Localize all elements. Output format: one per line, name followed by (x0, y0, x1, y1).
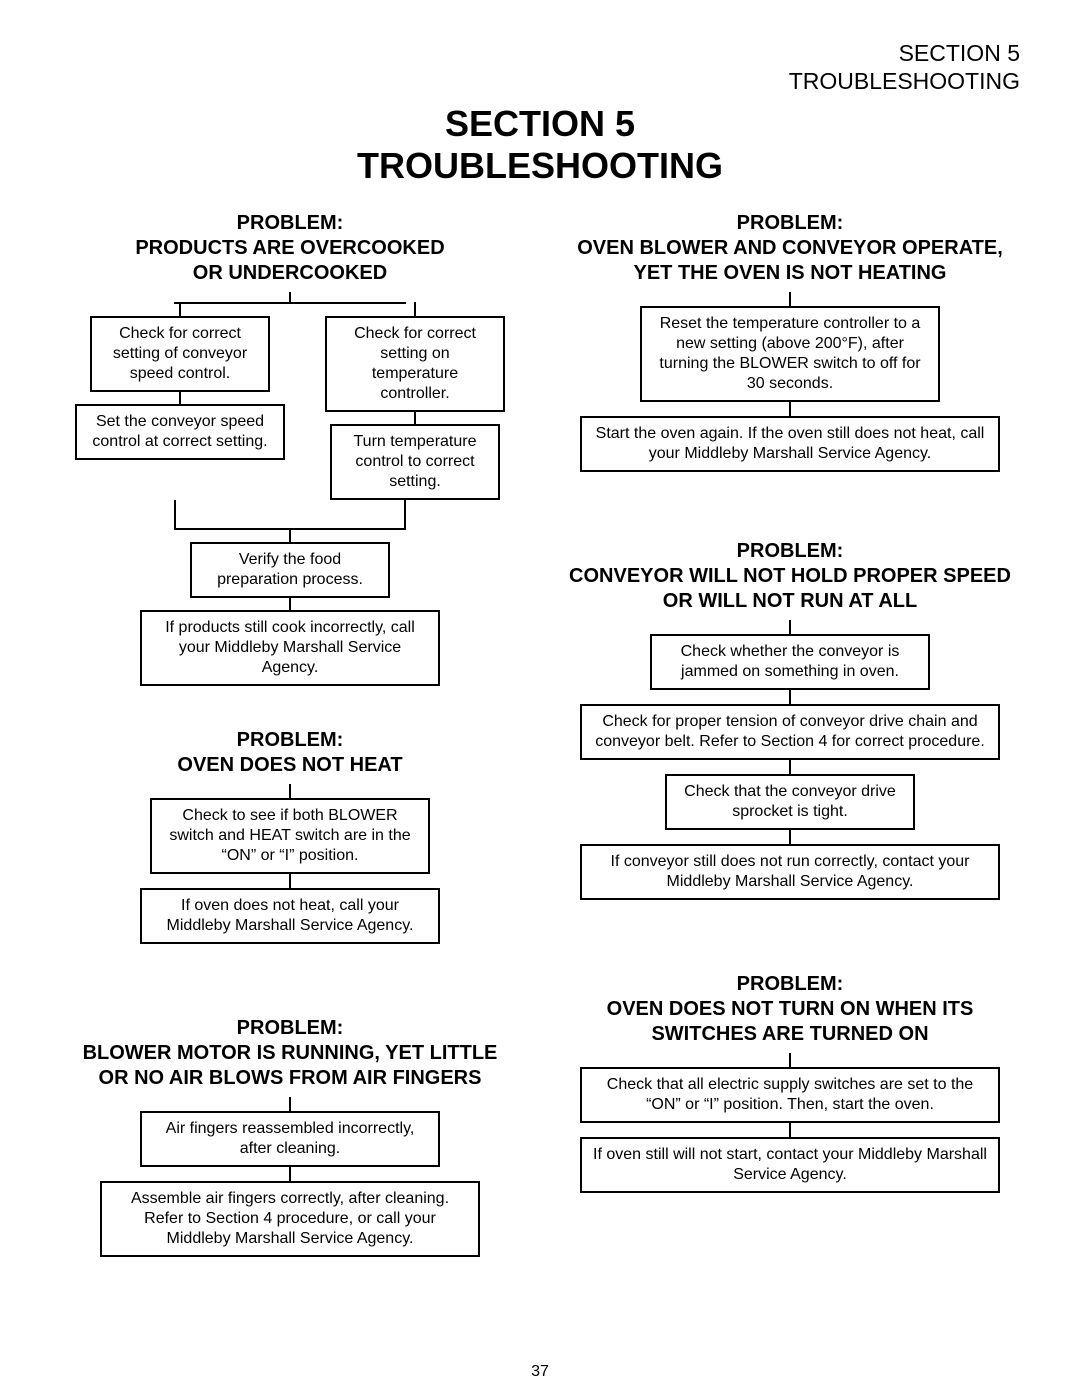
flow-box: If conveyor still does not run correctly… (580, 844, 1000, 900)
flow-connector (789, 760, 791, 774)
problem-title: PROBLEM: OVEN DOES NOT TURN ON WHEN ITS … (560, 972, 1020, 1047)
flow-box: If oven does not heat, call your Middleb… (140, 888, 440, 944)
flow-connector (789, 1123, 791, 1137)
flow-box: Verify the food preparation process. (190, 542, 390, 598)
flow-connector (789, 402, 791, 416)
right-column: PROBLEM: OVEN BLOWER AND CONVEYOR OPERAT… (560, 211, 1020, 1299)
flow-connector (179, 302, 181, 316)
flow-connector (179, 392, 181, 404)
flowchart: Check that all electric supply switches … (560, 1053, 1020, 1193)
header-line2: TROUBLESHOOTING (60, 68, 1020, 96)
flow-box: Turn temperature control to correct sett… (330, 424, 500, 500)
problem-not-heating: PROBLEM: OVEN BLOWER AND CONVEYOR OPERAT… (560, 211, 1020, 472)
problem-conveyor-speed: PROBLEM: CONVEYOR WILL NOT HOLD PROPER S… (560, 539, 1020, 900)
problem-overcooked: PROBLEM: PRODUCTS ARE OVERCOOKED OR UNDE… (60, 211, 520, 686)
flow-box: Check that the conveyor drive sprocket i… (665, 774, 915, 830)
left-column: PROBLEM: PRODUCTS ARE OVERCOOKED OR UNDE… (60, 211, 520, 1299)
flow-connector (789, 1053, 791, 1067)
flow-box: Check to see if both BLOWER switch and H… (150, 798, 430, 874)
flow-connector (414, 412, 416, 424)
flow-branch: Check for correct setting on temperature… (325, 302, 505, 500)
flow-box: If oven still will not start, contact yo… (580, 1137, 1000, 1193)
problem-blower-no-air: PROBLEM: BLOWER MOTOR IS RUNNING, YET LI… (60, 1016, 520, 1257)
flow-connector (789, 620, 791, 634)
flow-box: If products still cook incorrectly, call… (140, 610, 440, 686)
flow-connector (404, 500, 406, 528)
flow-connector (174, 528, 406, 530)
flow-connector (289, 292, 291, 302)
flow-connector (414, 302, 416, 316)
flow-connector (789, 292, 791, 306)
flow-box: Reset the temperature controller to a ne… (640, 306, 940, 402)
flow-box: Start the oven again. If the oven still … (580, 416, 1000, 472)
flow-box: Air fingers reassembled incorrectly, aft… (140, 1111, 440, 1167)
flow-split: Check for correct setting of conveyor sp… (83, 302, 497, 500)
flowchart: Reset the temperature controller to a ne… (560, 292, 1020, 472)
problem-title: PROBLEM: PRODUCTS ARE OVERCOOKED OR UNDE… (60, 211, 520, 286)
flow-connector (289, 1167, 291, 1181)
flow-box: Check for correct setting of conveyor sp… (90, 316, 270, 392)
flow-merge (83, 500, 497, 530)
flow-connector (174, 500, 176, 528)
flow-connector (289, 1097, 291, 1111)
flow-connector (289, 874, 291, 888)
problem-no-turn-on: PROBLEM: OVEN DOES NOT TURN ON WHEN ITS … (560, 972, 1020, 1193)
flow-connector (789, 690, 791, 704)
flowchart: Check to see if both BLOWER switch and H… (60, 784, 520, 944)
flow-box: Set the conveyor speed control at correc… (75, 404, 285, 460)
flowchart: Check for correct setting of conveyor sp… (60, 292, 520, 686)
flow-branch: Check for correct setting of conveyor sp… (75, 302, 285, 500)
problem-title: PROBLEM: OVEN BLOWER AND CONVEYOR OPERAT… (560, 211, 1020, 286)
problem-title: PROBLEM: BLOWER MOTOR IS RUNNING, YET LI… (60, 1016, 520, 1091)
problem-no-heat: PROBLEM: OVEN DOES NOT HEAT Check to see… (60, 728, 520, 944)
flow-connector (789, 830, 791, 844)
flow-box: Check for correct setting on temperature… (325, 316, 505, 412)
flowchart: Check whether the conveyor is jammed on … (560, 620, 1020, 900)
title-line2: TROUBLESHOOTING (60, 145, 1020, 186)
content-columns: PROBLEM: PRODUCTS ARE OVERCOOKED OR UNDE… (60, 211, 1020, 1299)
page-title: SECTION 5 TROUBLESHOOTING (60, 103, 1020, 186)
page-number: 37 (0, 1363, 1080, 1381)
title-line1: SECTION 5 (60, 103, 1020, 144)
flow-connector (289, 784, 291, 798)
page-header: SECTION 5 TROUBLESHOOTING (60, 40, 1020, 95)
problem-title: PROBLEM: OVEN DOES NOT HEAT (60, 728, 520, 778)
flow-connector (289, 530, 291, 542)
header-line1: SECTION 5 (60, 40, 1020, 68)
flow-box: Check whether the conveyor is jammed on … (650, 634, 930, 690)
flow-connector (289, 598, 291, 610)
flow-box: Assemble air fingers correctly, after cl… (100, 1181, 480, 1257)
flowchart: Air fingers reassembled incorrectly, aft… (60, 1097, 520, 1257)
flow-box: Check for proper tension of conveyor dri… (580, 704, 1000, 760)
problem-title: PROBLEM: CONVEYOR WILL NOT HOLD PROPER S… (560, 539, 1020, 614)
flow-box: Check that all electric supply switches … (580, 1067, 1000, 1123)
